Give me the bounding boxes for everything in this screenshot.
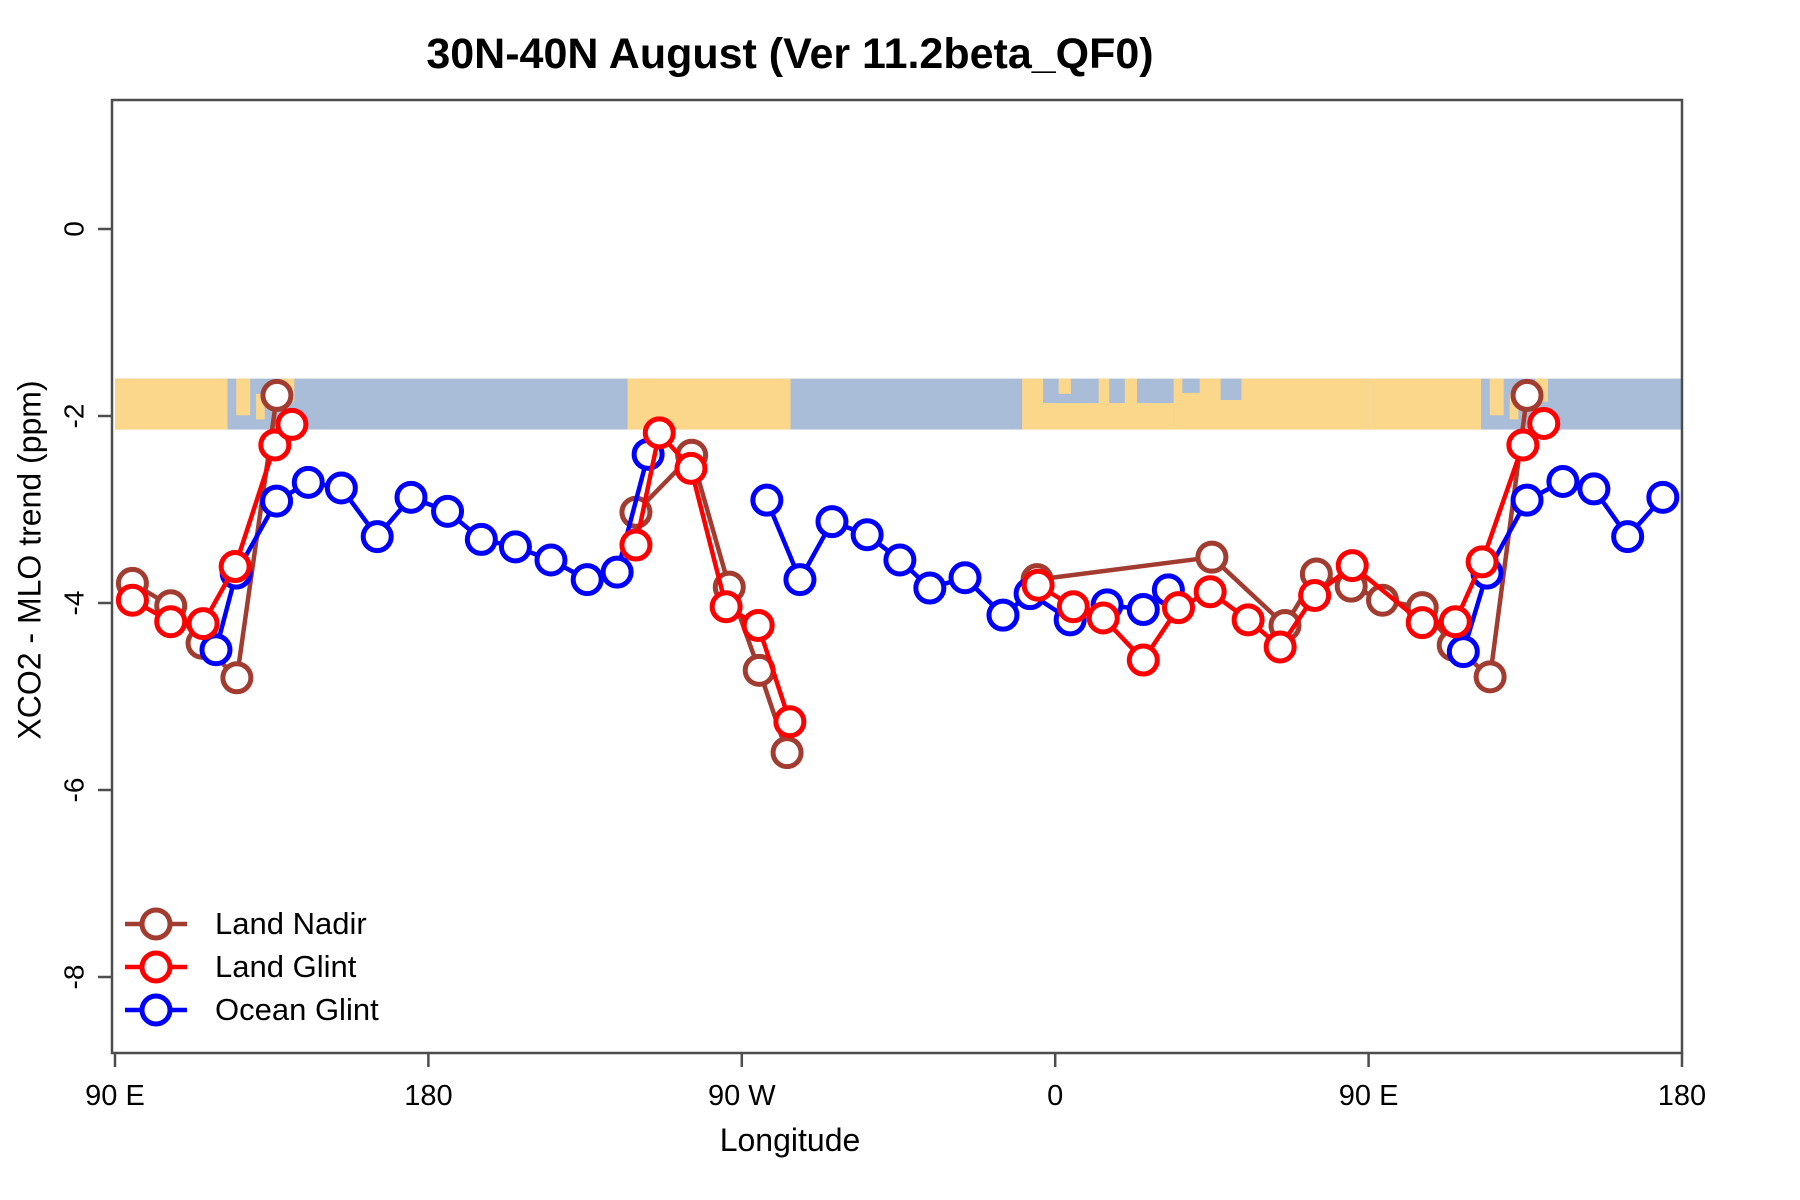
map-land-segment bbox=[1058, 378, 1071, 394]
land-nadir-marker bbox=[1473, 660, 1507, 694]
y-tick-label: -2 bbox=[58, 404, 89, 429]
ocean-glint-marker bbox=[534, 543, 568, 577]
ocean-glint-marker bbox=[1510, 483, 1544, 517]
land-glint-marker bbox=[1193, 575, 1227, 609]
ocean-glint-marker bbox=[498, 530, 532, 564]
map-land-segment bbox=[1173, 378, 1369, 430]
land-glint-marker bbox=[1021, 568, 1055, 602]
ocean-glint-marker bbox=[913, 571, 947, 605]
x-tick-label: 90 E bbox=[85, 1080, 145, 1112]
land-glint-marker bbox=[1231, 603, 1265, 637]
x-tick-label: 180 bbox=[1658, 1080, 1706, 1112]
chart-title: 30N-40N August (Ver 11.2beta_QF0) bbox=[426, 30, 1154, 78]
map-land-segment bbox=[1509, 393, 1519, 420]
ocean-glint-marker bbox=[394, 480, 428, 514]
ocean-glint-marker bbox=[199, 633, 233, 667]
land-glint-marker bbox=[186, 607, 220, 641]
land-nadir-marker bbox=[260, 378, 294, 412]
map-water-segment bbox=[1182, 378, 1200, 393]
ocean-glint-marker bbox=[883, 543, 917, 577]
land-glint-marker bbox=[1263, 630, 1297, 664]
ocean-glint-marker bbox=[986, 598, 1020, 632]
land-nadir-marker bbox=[1195, 540, 1229, 574]
x-tick-label: 180 bbox=[404, 1080, 452, 1112]
land-glint-marker bbox=[741, 608, 775, 642]
land-glint-marker bbox=[1506, 428, 1540, 462]
y-axis-label: XCO2 - MLO trend (ppm) bbox=[11, 380, 48, 740]
x-tick-label: 90 W bbox=[708, 1080, 776, 1112]
plot-box bbox=[110, 98, 1684, 1055]
land-glint-line-segment bbox=[633, 430, 792, 723]
land-glint-marker bbox=[1298, 579, 1332, 613]
ocean-glint-marker bbox=[291, 465, 325, 499]
ocean-glint-marker bbox=[570, 563, 604, 597]
land-nadir-marker bbox=[1510, 378, 1544, 412]
land-glint-marker bbox=[1126, 643, 1160, 677]
legend-label-land-nadir: Land Nadir bbox=[215, 906, 367, 941]
map-water-segment bbox=[1220, 378, 1242, 401]
legend-marker-land-glint bbox=[139, 950, 173, 984]
ocean-glint-marker bbox=[1577, 472, 1611, 506]
x-axis-label: Longitude bbox=[719, 1122, 861, 1158]
ocean-glint-marker bbox=[360, 520, 394, 554]
land-glint-marker bbox=[709, 590, 743, 624]
x-tick-label: 0 bbox=[1047, 1080, 1063, 1112]
ocean-glint-marker bbox=[464, 522, 498, 556]
ocean-glint-marker bbox=[324, 471, 358, 505]
ocean-glint-marker bbox=[1126, 593, 1160, 627]
land-glint-marker bbox=[1335, 549, 1369, 583]
ocean-glint-line-segment bbox=[213, 453, 651, 651]
land-glint-marker bbox=[1527, 406, 1561, 440]
land-glint-marker bbox=[619, 528, 653, 562]
land-glint-marker bbox=[642, 416, 676, 450]
legend-label-ocean-glint: Ocean Glint bbox=[215, 992, 379, 1027]
ocean-glint-marker bbox=[431, 494, 465, 528]
map-land-segment bbox=[256, 393, 265, 420]
x-tick-label: 90 E bbox=[1339, 1080, 1399, 1112]
land-glint-marker bbox=[1405, 606, 1439, 640]
ocean-glint-marker bbox=[1646, 480, 1680, 514]
legend-label-land-glint: Land Glint bbox=[215, 949, 357, 984]
ocean-glint-marker bbox=[850, 518, 884, 552]
land-glint-marker bbox=[258, 428, 292, 462]
map-land-segment bbox=[1022, 378, 1044, 430]
land-glint-marker bbox=[275, 407, 309, 441]
land-glint-marker bbox=[218, 550, 252, 584]
y-tick-label: -8 bbox=[58, 965, 89, 990]
ocean-glint-marker bbox=[1446, 635, 1480, 669]
ocean-glint-marker bbox=[1611, 520, 1645, 554]
land-glint-marker bbox=[1161, 591, 1195, 625]
land-glint-marker bbox=[115, 583, 149, 617]
y-tick-label: -4 bbox=[58, 591, 89, 616]
ocean-glint-marker bbox=[750, 483, 784, 517]
legend-marker-ocean-glint bbox=[139, 993, 173, 1027]
ocean-glint-marker bbox=[815, 505, 849, 539]
ocean-glint-marker bbox=[260, 484, 294, 518]
land-glint-marker bbox=[1465, 545, 1499, 579]
y-tick-label: -6 bbox=[58, 778, 89, 803]
y-tick-label: 0 bbox=[58, 221, 89, 237]
ocean-glint-marker bbox=[1546, 464, 1580, 498]
ocean-glint-marker bbox=[783, 563, 817, 597]
ocean-glint-marker bbox=[948, 561, 982, 595]
map-land-segment bbox=[1368, 378, 1482, 430]
land-glint-marker bbox=[674, 451, 708, 485]
map-land-segment bbox=[1043, 403, 1174, 430]
map-land-segment bbox=[1124, 378, 1138, 407]
legend-marker-land-nadir bbox=[139, 907, 173, 941]
land-glint-marker bbox=[773, 705, 807, 739]
land-nadir-marker bbox=[220, 661, 254, 695]
map-land-segment bbox=[236, 378, 251, 416]
ocean-glint-marker bbox=[600, 555, 634, 589]
land-glint-marker bbox=[1056, 590, 1090, 624]
land-glint-marker bbox=[154, 605, 188, 639]
land-nadir-marker bbox=[770, 736, 804, 770]
land-glint-marker bbox=[1438, 605, 1472, 639]
map-land-segment bbox=[115, 378, 228, 430]
land-glint-marker bbox=[1086, 601, 1120, 635]
map-land-segment bbox=[1098, 378, 1110, 405]
map-land-segment bbox=[1489, 378, 1504, 416]
